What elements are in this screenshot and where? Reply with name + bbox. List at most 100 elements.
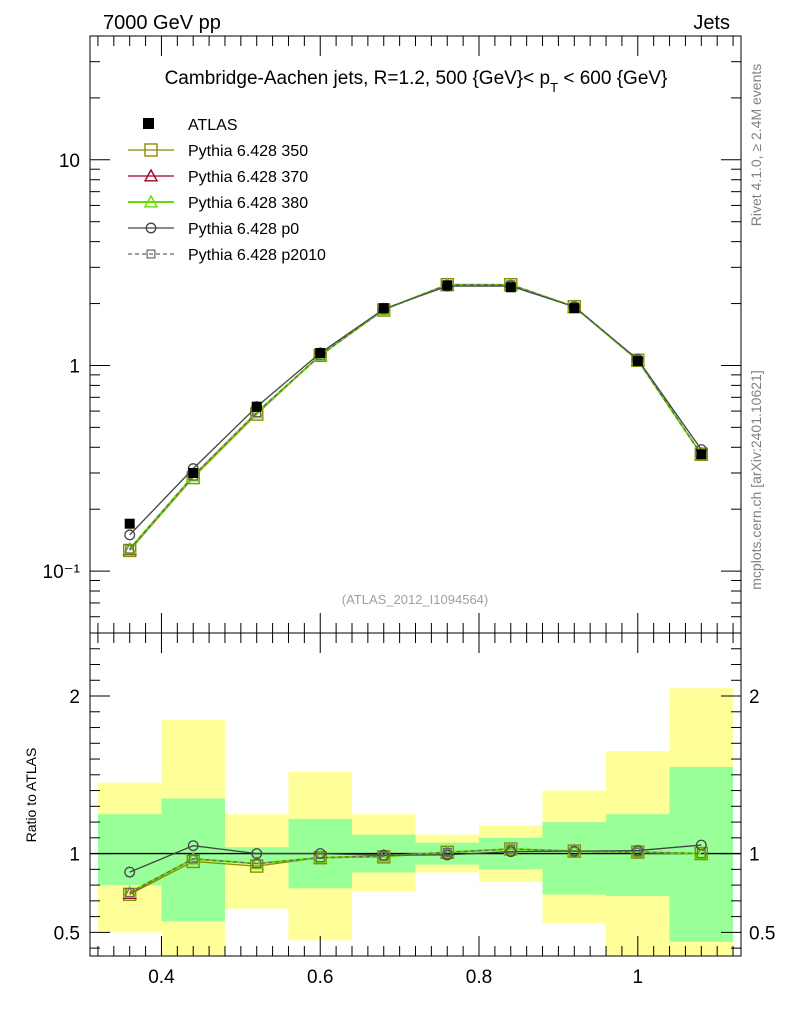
- legend-label: Pythia 6.428 p2010: [188, 247, 326, 264]
- uncertainty-bands: [97, 688, 734, 956]
- legend-entry-1: Pythia 6.428 370: [128, 168, 308, 186]
- square-marker: [125, 544, 135, 554]
- ratio-y-tick-label-right: 1: [749, 845, 760, 866]
- main-x-axis: [97, 36, 734, 633]
- circle-marker: [187, 840, 199, 852]
- inner-band: [224, 847, 289, 862]
- legend-marker: [143, 118, 154, 129]
- ratio-series-line: [129, 844, 702, 873]
- legend-entry-0: Pythia 6.428 350: [128, 143, 308, 160]
- ratio-plot-content: [90, 688, 741, 956]
- triangle-marker: [143, 194, 159, 208]
- series-line: [129, 284, 702, 550]
- rivet-label: Rivet 4.1.0, ≥ 2.4M events: [748, 64, 764, 227]
- mcplots-label: mcplots.cern.ch [arXiv:2401.10621]: [748, 370, 764, 589]
- y-tick-label: 10: [59, 151, 80, 172]
- ratio-y-tick-label-right: 0.5: [749, 923, 775, 944]
- x-tick-label: 0.4: [148, 967, 175, 988]
- x-tick-label: 0.8: [466, 967, 492, 988]
- inner-band: [542, 822, 607, 895]
- circle-marker: [441, 849, 453, 861]
- circle-marker: [251, 848, 263, 860]
- square-marker: [696, 849, 706, 859]
- triangle-marker: [122, 885, 137, 899]
- analysis-watermark: (ATLAS_2012_I1094564): [342, 592, 488, 607]
- square-marker: [379, 851, 389, 861]
- square-marker: [125, 888, 135, 898]
- data-point: [632, 356, 643, 367]
- ratio-y-label: Ratio to ATLAS: [23, 748, 39, 843]
- square-marker: [315, 853, 325, 863]
- series-line: [129, 285, 702, 536]
- ratio-panel: 2 2 1 1 0.5 0.5 0.4 0.6 0.8 1 Ratio to ATLAS: [23, 632, 775, 988]
- data-point: [188, 467, 199, 478]
- square-marker: [146, 249, 156, 259]
- data-point: [251, 401, 262, 412]
- series-3: [124, 280, 707, 541]
- x-tick-label: 1: [633, 967, 644, 988]
- main-panel: 10 1 10⁻¹ Cambridge-Aachen jets, R=1.2, 50…: [43, 35, 742, 634]
- circle-marker: [124, 529, 136, 541]
- square-marker: [188, 854, 198, 864]
- ratio-y-tick-label: 1: [69, 845, 80, 866]
- data-point: [696, 449, 707, 460]
- series-line: [129, 284, 702, 551]
- circle-marker: [145, 222, 157, 234]
- legend-entry-3: Pythia 6.428 p0: [128, 221, 299, 238]
- legend-label: Pythia 6.428 350: [188, 143, 308, 160]
- legend: ATLAS Pythia 6.428 350 Pythia 6.428 370 Pyt…: [128, 117, 326, 264]
- data-point: [378, 303, 389, 314]
- legend-label: Pythia 6.428 370: [188, 169, 308, 186]
- ratio-y-axis: 2 2 1 1 0.5 0.5: [54, 632, 775, 949]
- inner-band: [97, 814, 162, 886]
- series-line: [128, 283, 703, 550]
- legend-entry-atlas: ATLAS: [143, 117, 238, 134]
- main-plot-content: [122, 277, 709, 558]
- legend-entry-2: Pythia 6.428 380: [128, 194, 308, 212]
- circle-marker: [124, 866, 136, 878]
- triangle-marker: [143, 168, 159, 182]
- square-marker: [506, 844, 516, 854]
- legend-label: Pythia 6.428 p0: [188, 221, 299, 238]
- legend-label: ATLAS: [188, 117, 238, 134]
- ratio-series-line: [129, 848, 702, 894]
- chart-title: Cambridge-Aachen jets, R=1.2, 500 {GeV}<…: [165, 68, 668, 95]
- triangle-marker: [122, 541, 137, 555]
- triangle-marker: [186, 851, 201, 865]
- square-marker: [144, 143, 158, 157]
- y-tick-label: 10⁻¹: [43, 562, 81, 583]
- triangle-marker: [249, 405, 264, 419]
- circle-marker: [632, 845, 644, 857]
- circle-marker: [505, 846, 517, 858]
- legend-label: Pythia 6.428 380: [188, 195, 308, 212]
- ratio-series-3: [124, 839, 707, 878]
- main-y-axis: 10 1 10⁻¹: [43, 35, 741, 634]
- series-0: [122, 277, 709, 558]
- series-1: [122, 277, 709, 556]
- legend-entry-4: Pythia 6.428 p2010: [128, 247, 326, 264]
- data-point: [124, 518, 135, 529]
- ratio-series-4: [125, 844, 706, 898]
- circle-marker: [314, 848, 326, 860]
- square-marker: [252, 859, 262, 869]
- series-4: [125, 280, 706, 554]
- data-point: [442, 280, 453, 291]
- ratio-x-axis: 0.4 0.6 0.8 1: [97, 633, 734, 988]
- y-tick-label: 1: [69, 356, 80, 377]
- ratio-y-tick-label-right: 2: [749, 687, 760, 708]
- square-marker: [569, 846, 579, 856]
- series-2: [122, 277, 709, 555]
- ratio-y-tick-label: 2: [69, 687, 80, 708]
- header-left: 7000 GeV pp: [103, 12, 221, 34]
- data-point: [315, 347, 326, 358]
- triangle-marker: [249, 856, 264, 870]
- inner-band: [669, 766, 734, 942]
- data-point: [569, 303, 580, 314]
- x-tick-label: 0.6: [307, 967, 333, 988]
- header-right: Jets: [693, 12, 730, 34]
- square-marker: [633, 847, 643, 857]
- data-points: [124, 280, 707, 529]
- ratio-y-tick-label: 0.5: [54, 923, 80, 944]
- square-marker: [442, 847, 452, 857]
